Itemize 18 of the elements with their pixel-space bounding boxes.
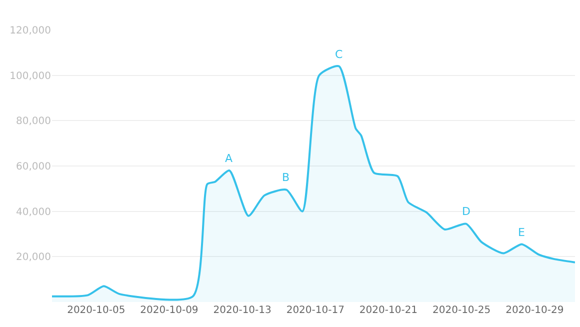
- x-tick-label: 2020-10-13: [213, 305, 272, 316]
- y-tick-label: 20,000: [16, 252, 51, 264]
- x-tick-label: 2020-10-09: [140, 305, 198, 316]
- annotation: D: [462, 205, 470, 218]
- x-tick-label: 2020-10-29: [506, 305, 564, 316]
- x-tick-label: 2020-10-05: [67, 305, 126, 316]
- annotation: B: [282, 171, 290, 184]
- x-tick-label: 2020-10-17: [286, 305, 344, 316]
- y-tick-label: 60,000: [16, 162, 51, 172]
- x-tick-label: 2020-10-25: [432, 305, 491, 316]
- y-tick-label: 100,000: [10, 70, 51, 82]
- x-tick-label: 2020-10-21: [359, 305, 418, 316]
- annotation: C: [335, 48, 343, 61]
- annotation: E: [518, 226, 525, 239]
- y-tick-label: 40,000: [16, 206, 51, 218]
- y-tick-label: 80,000: [16, 116, 51, 128]
- y-tick-label: 120,000: [10, 26, 51, 36]
- annotation: A: [225, 152, 233, 165]
